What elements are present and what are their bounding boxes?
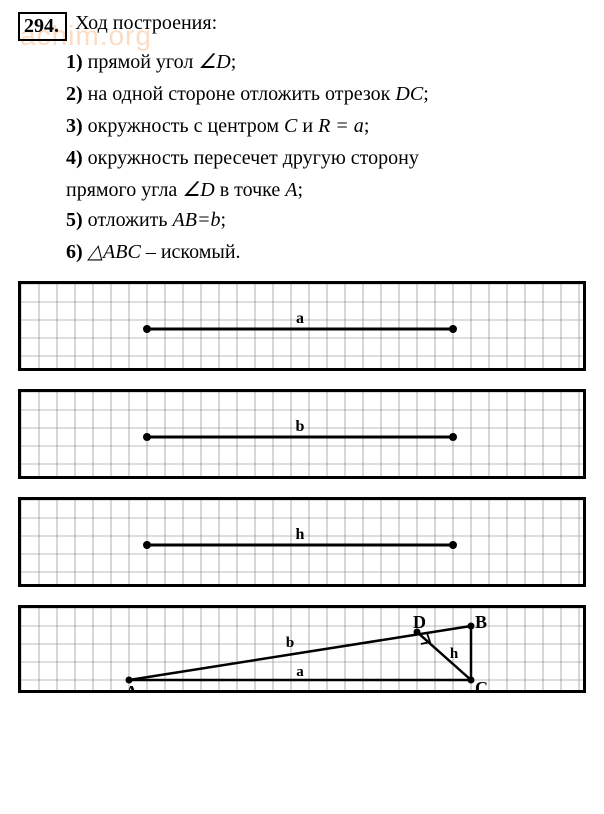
- svg-text:a: a: [296, 310, 304, 327]
- figure-2-svg: b: [21, 392, 583, 476]
- svg-text:h: h: [296, 526, 305, 543]
- svg-text:D: D: [413, 612, 426, 632]
- step-2: 2) на одной стороне отложить отрезок DC;: [66, 79, 586, 109]
- figures: a b h ACBDabh: [18, 281, 586, 693]
- svg-text:a: a: [296, 664, 304, 680]
- svg-text:B: B: [475, 612, 487, 632]
- svg-text:b: b: [286, 635, 294, 651]
- svg-text:h: h: [450, 646, 459, 662]
- step-4b: прямого угла ∠D в точке A;: [66, 175, 586, 205]
- step-6: 6) △ABC – искомый.: [66, 237, 586, 267]
- header: 294. Ход построения:: [18, 12, 586, 41]
- figure-3-svg: h: [21, 500, 583, 584]
- svg-text:A: A: [125, 682, 138, 690]
- figure-2: b: [18, 389, 586, 479]
- svg-text:C: C: [475, 678, 488, 690]
- figure-4-svg: A C B Dab h: [21, 608, 583, 690]
- step-4: 4) окружность пересечет другую сторону: [66, 143, 586, 173]
- step-1: 1) прямой угол ∠D;: [66, 47, 586, 77]
- content: 294. Ход построения: 1) прямой угол ∠D; …: [18, 12, 586, 693]
- figure-1-svg: a: [21, 284, 583, 368]
- steps-list: 1) прямой угол ∠D; 2) на одной стороне о…: [66, 47, 586, 267]
- figure-1: a: [18, 281, 586, 371]
- figure-4: A C B Dab h: [18, 605, 586, 693]
- problem-number: 294.: [18, 12, 67, 41]
- figure-3: h: [18, 497, 586, 587]
- step-5: 5) отложить AB=b;: [66, 205, 586, 235]
- step-3: 3) окружность с центром C и R = a;: [66, 111, 586, 141]
- svg-text:b: b: [296, 418, 305, 435]
- intro-text: Ход построения:: [75, 12, 217, 35]
